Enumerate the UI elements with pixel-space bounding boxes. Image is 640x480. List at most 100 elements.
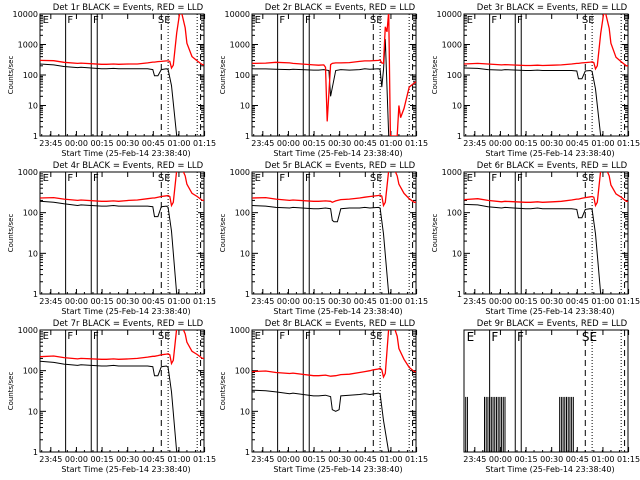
x-tick-label: 01:15 <box>617 455 640 464</box>
event-marker: F <box>305 173 311 184</box>
event-marker: F <box>517 330 524 344</box>
event-marker: F <box>93 173 99 184</box>
event-marker: SE <box>582 330 597 344</box>
y-tick-label: 1 <box>245 448 250 457</box>
x-tick-label: 00:30 <box>116 455 139 464</box>
event-marker: F <box>305 15 311 26</box>
x-tick-label: 01:15 <box>405 139 428 148</box>
event-marker: F <box>305 331 311 342</box>
y-tick-label: 100 <box>23 71 38 80</box>
series-group <box>464 172 628 294</box>
panel-title: Det 1r BLACK = Events, RED = LLD <box>53 3 204 13</box>
x-tick-label: 01:15 <box>405 455 428 464</box>
x-tick-label: 01:15 <box>193 297 216 306</box>
lld-series-line <box>40 172 204 208</box>
x-axis-label: Start Time (25-Feb-14 23:38:40) <box>61 149 190 158</box>
plot-area <box>251 329 417 453</box>
x-axis-label: Start Time (25-Feb-14 23:38:40) <box>273 465 402 474</box>
event-marker: F <box>279 15 285 26</box>
x-tick-label: 23:45 <box>251 455 274 464</box>
y-axis-label: Counts/sec <box>219 372 227 411</box>
x-tick-label: 00:30 <box>328 297 351 306</box>
y-tick-label: 100 <box>23 367 38 376</box>
x-tick-label: 01:15 <box>193 139 216 148</box>
lld-series-line <box>464 14 628 71</box>
series-group <box>40 14 204 136</box>
x-tick-label: 00:45 <box>566 139 589 148</box>
event-marker: E <box>43 173 49 184</box>
x-tick-label: 00:15 <box>91 139 114 148</box>
x-tick-label: 01:00 <box>167 455 190 464</box>
y-tick-label: 1000 <box>230 168 250 177</box>
x-tick-label: 00:00 <box>277 139 300 148</box>
panel-title: Det 2r BLACK = Events, RED = LLD <box>265 3 416 13</box>
x-tick-label: 00:15 <box>515 139 538 148</box>
x-tick-label: 00:30 <box>540 455 563 464</box>
event-marker: F <box>67 331 73 342</box>
y-tick-label: 1 <box>457 132 462 141</box>
x-tick-label: 23:45 <box>463 455 486 464</box>
x-tick-label: 23:45 <box>39 455 62 464</box>
event-marker: E <box>467 15 473 26</box>
detector-panel-7: Det 7r BLACK = Events, RED = LLD Counts/s… <box>7 319 216 474</box>
x-tick-label: 00:45 <box>142 297 165 306</box>
y-tick-label: 100 <box>23 209 38 218</box>
x-tick-label: 00:30 <box>116 297 139 306</box>
panel-title: Det 5r BLACK = Events, RED = LLD <box>265 161 416 171</box>
y-tick-label: 1 <box>33 290 38 299</box>
y-tick-label: 100 <box>447 71 462 80</box>
x-axis-label: Start Time (25-Feb-14 23:38:40) <box>485 307 614 316</box>
y-tick-label: 1 <box>245 132 250 141</box>
x-tick-label: 01:00 <box>591 297 614 306</box>
x-tick-label: 23:45 <box>39 297 62 306</box>
event-marker: SE <box>158 15 171 26</box>
x-tick-label: 01:00 <box>379 297 402 306</box>
detector-panel-4: Det 4r BLACK = Events, RED = LLD Counts/s… <box>7 161 216 316</box>
y-tick-label: 10 <box>28 407 38 416</box>
event-marker: F <box>517 15 523 26</box>
x-tick-label: 00:30 <box>540 297 563 306</box>
y-tick-label: 10000 <box>13 10 38 19</box>
x-tick-label: 00:45 <box>354 139 377 148</box>
event-marker: E <box>467 330 475 344</box>
x-tick-label: 00:15 <box>303 139 326 148</box>
event-marker: E <box>255 15 261 26</box>
x-tick-label: 23:45 <box>463 139 486 148</box>
panel-title: Det 8r BLACK = Events, RED = LLD <box>265 319 416 329</box>
event-marker: F <box>93 15 99 26</box>
y-tick-label: 1 <box>33 132 38 141</box>
y-tick-label: 1000 <box>230 41 250 50</box>
detector-panel-2: Det 2r BLACK = Events, RED = LLD Counts/s… <box>219 3 428 158</box>
x-tick-label: 00:00 <box>489 139 512 148</box>
x-tick-label: 01:00 <box>591 139 614 148</box>
events-series-line <box>40 63 204 136</box>
y-tick-label: 10 <box>28 249 38 258</box>
x-tick-label: 23:45 <box>251 297 274 306</box>
event-marker: F <box>67 15 73 26</box>
plot-area <box>39 171 205 295</box>
x-tick-label: 00:00 <box>65 455 88 464</box>
detector-panel-6: Det 6r BLACK = Events, RED = LLD Counts/s… <box>431 161 640 316</box>
event-marker: SE <box>370 15 383 26</box>
x-axis-label: Start Time (25-Feb-14 23:38:40) <box>273 149 402 158</box>
lld-series-line <box>464 172 628 208</box>
detector-panel-3: Det 3r BLACK = Events, RED = LLD Counts/s… <box>431 3 640 158</box>
y-tick-label: 10 <box>240 249 250 258</box>
x-tick-label: 23:45 <box>251 139 274 148</box>
x-tick-label: 00:15 <box>515 297 538 306</box>
series-group <box>252 330 416 452</box>
event-marker: F <box>93 331 99 342</box>
x-tick-label: 00:15 <box>515 455 538 464</box>
events-series-line <box>464 67 628 136</box>
panel-title: Det 6r BLACK = Events, RED = LLD <box>477 161 628 171</box>
y-tick-label: 10 <box>452 102 462 111</box>
x-tick-label: 00:30 <box>328 455 351 464</box>
plot-area <box>39 329 205 453</box>
y-tick-label: 1 <box>245 290 250 299</box>
event-marker: SE <box>370 173 383 184</box>
x-tick-label: 00:00 <box>489 297 512 306</box>
x-tick-label: 00:45 <box>566 297 589 306</box>
y-tick-label: 10000 <box>437 10 462 19</box>
y-tick-label: 100 <box>235 367 250 376</box>
event-marker: SE <box>158 331 171 342</box>
